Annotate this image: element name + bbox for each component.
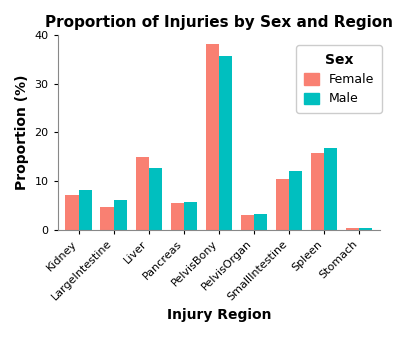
Bar: [254, 214, 267, 229]
Title: Proportion of Injuries by Sex and Region: Proportion of Injuries by Sex and Region: [45, 15, 393, 30]
Bar: [184, 202, 197, 229]
Bar: [149, 168, 162, 229]
Bar: [79, 190, 92, 229]
Bar: [241, 215, 254, 229]
Bar: [170, 203, 184, 229]
Bar: [346, 227, 359, 229]
Bar: [276, 179, 289, 229]
Bar: [100, 207, 114, 229]
Bar: [66, 194, 79, 229]
Bar: [206, 44, 219, 229]
Bar: [219, 56, 232, 229]
Bar: [114, 201, 127, 229]
Bar: [289, 171, 302, 229]
Legend: Female, Male: Female, Male: [296, 45, 382, 113]
Bar: [136, 157, 149, 229]
Bar: [359, 227, 372, 229]
X-axis label: Injury Region: Injury Region: [167, 308, 271, 322]
Bar: [324, 148, 338, 229]
Y-axis label: Proportion (%): Proportion (%): [15, 75, 29, 190]
Bar: [311, 153, 324, 229]
